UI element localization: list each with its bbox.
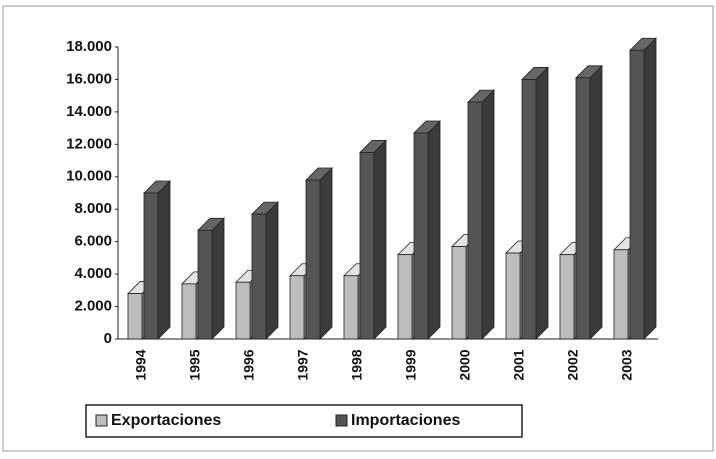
- y-tick-label: 4.000: [74, 265, 112, 282]
- bar-side: [157, 180, 171, 340]
- bar: [397, 254, 413, 340]
- bar: [197, 229, 213, 340]
- bar-side: [265, 201, 279, 340]
- legend-label: Importaciones: [351, 412, 460, 429]
- x-tick-label: 1998: [349, 349, 365, 380]
- y-tick-label: 8.000: [74, 200, 112, 217]
- legend-label: Exportaciones: [111, 412, 221, 429]
- y-tick-label: 10.000: [66, 168, 112, 185]
- y-tick-label: 12.000: [66, 135, 112, 152]
- y-tick-label: 0: [104, 330, 112, 347]
- bar: [451, 246, 467, 340]
- bar: [521, 79, 537, 340]
- bar: [251, 213, 267, 340]
- bar: [181, 283, 197, 340]
- bar-side: [211, 217, 225, 340]
- bar: [359, 152, 375, 340]
- bar: [343, 275, 359, 340]
- bar: [305, 179, 321, 340]
- bar-side: [427, 120, 441, 340]
- bar-side: [535, 66, 549, 340]
- x-tick-label: 2003: [619, 349, 635, 380]
- legend-swatch: [95, 414, 108, 427]
- bar: [613, 249, 629, 340]
- x-tick-label: 2002: [565, 349, 581, 380]
- bar-side: [481, 89, 495, 340]
- y-tick-label: 16.000: [66, 70, 112, 87]
- y-tick-label: 18.000: [66, 38, 112, 55]
- bar: [413, 132, 429, 340]
- bar: [575, 77, 591, 340]
- bar-side: [643, 37, 657, 340]
- legend-swatch: [335, 414, 348, 427]
- bar-side: [373, 139, 387, 340]
- x-tick-label: 1996: [241, 349, 257, 380]
- bar: [127, 293, 143, 340]
- y-tick-label: 14.000: [66, 103, 112, 120]
- x-tick-label: 1999: [403, 349, 419, 380]
- bar: [467, 101, 483, 340]
- x-tick-label: 2000: [457, 349, 473, 380]
- x-tick-label: 1997: [295, 349, 311, 380]
- bar: [629, 49, 645, 340]
- x-tick-label: 1994: [133, 349, 149, 380]
- bar-side: [319, 167, 333, 340]
- bar: [289, 275, 305, 340]
- bar: [505, 252, 521, 340]
- legend-box: [85, 404, 523, 438]
- bar: [559, 254, 575, 340]
- bar-side: [589, 64, 603, 340]
- y-tick-label: 6.000: [74, 233, 112, 250]
- x-tick-label: 1995: [187, 349, 203, 380]
- bar: [143, 192, 159, 340]
- bar: [235, 281, 251, 340]
- x-tick-label: 2001: [511, 349, 527, 380]
- y-tick-label: 2.000: [74, 298, 112, 315]
